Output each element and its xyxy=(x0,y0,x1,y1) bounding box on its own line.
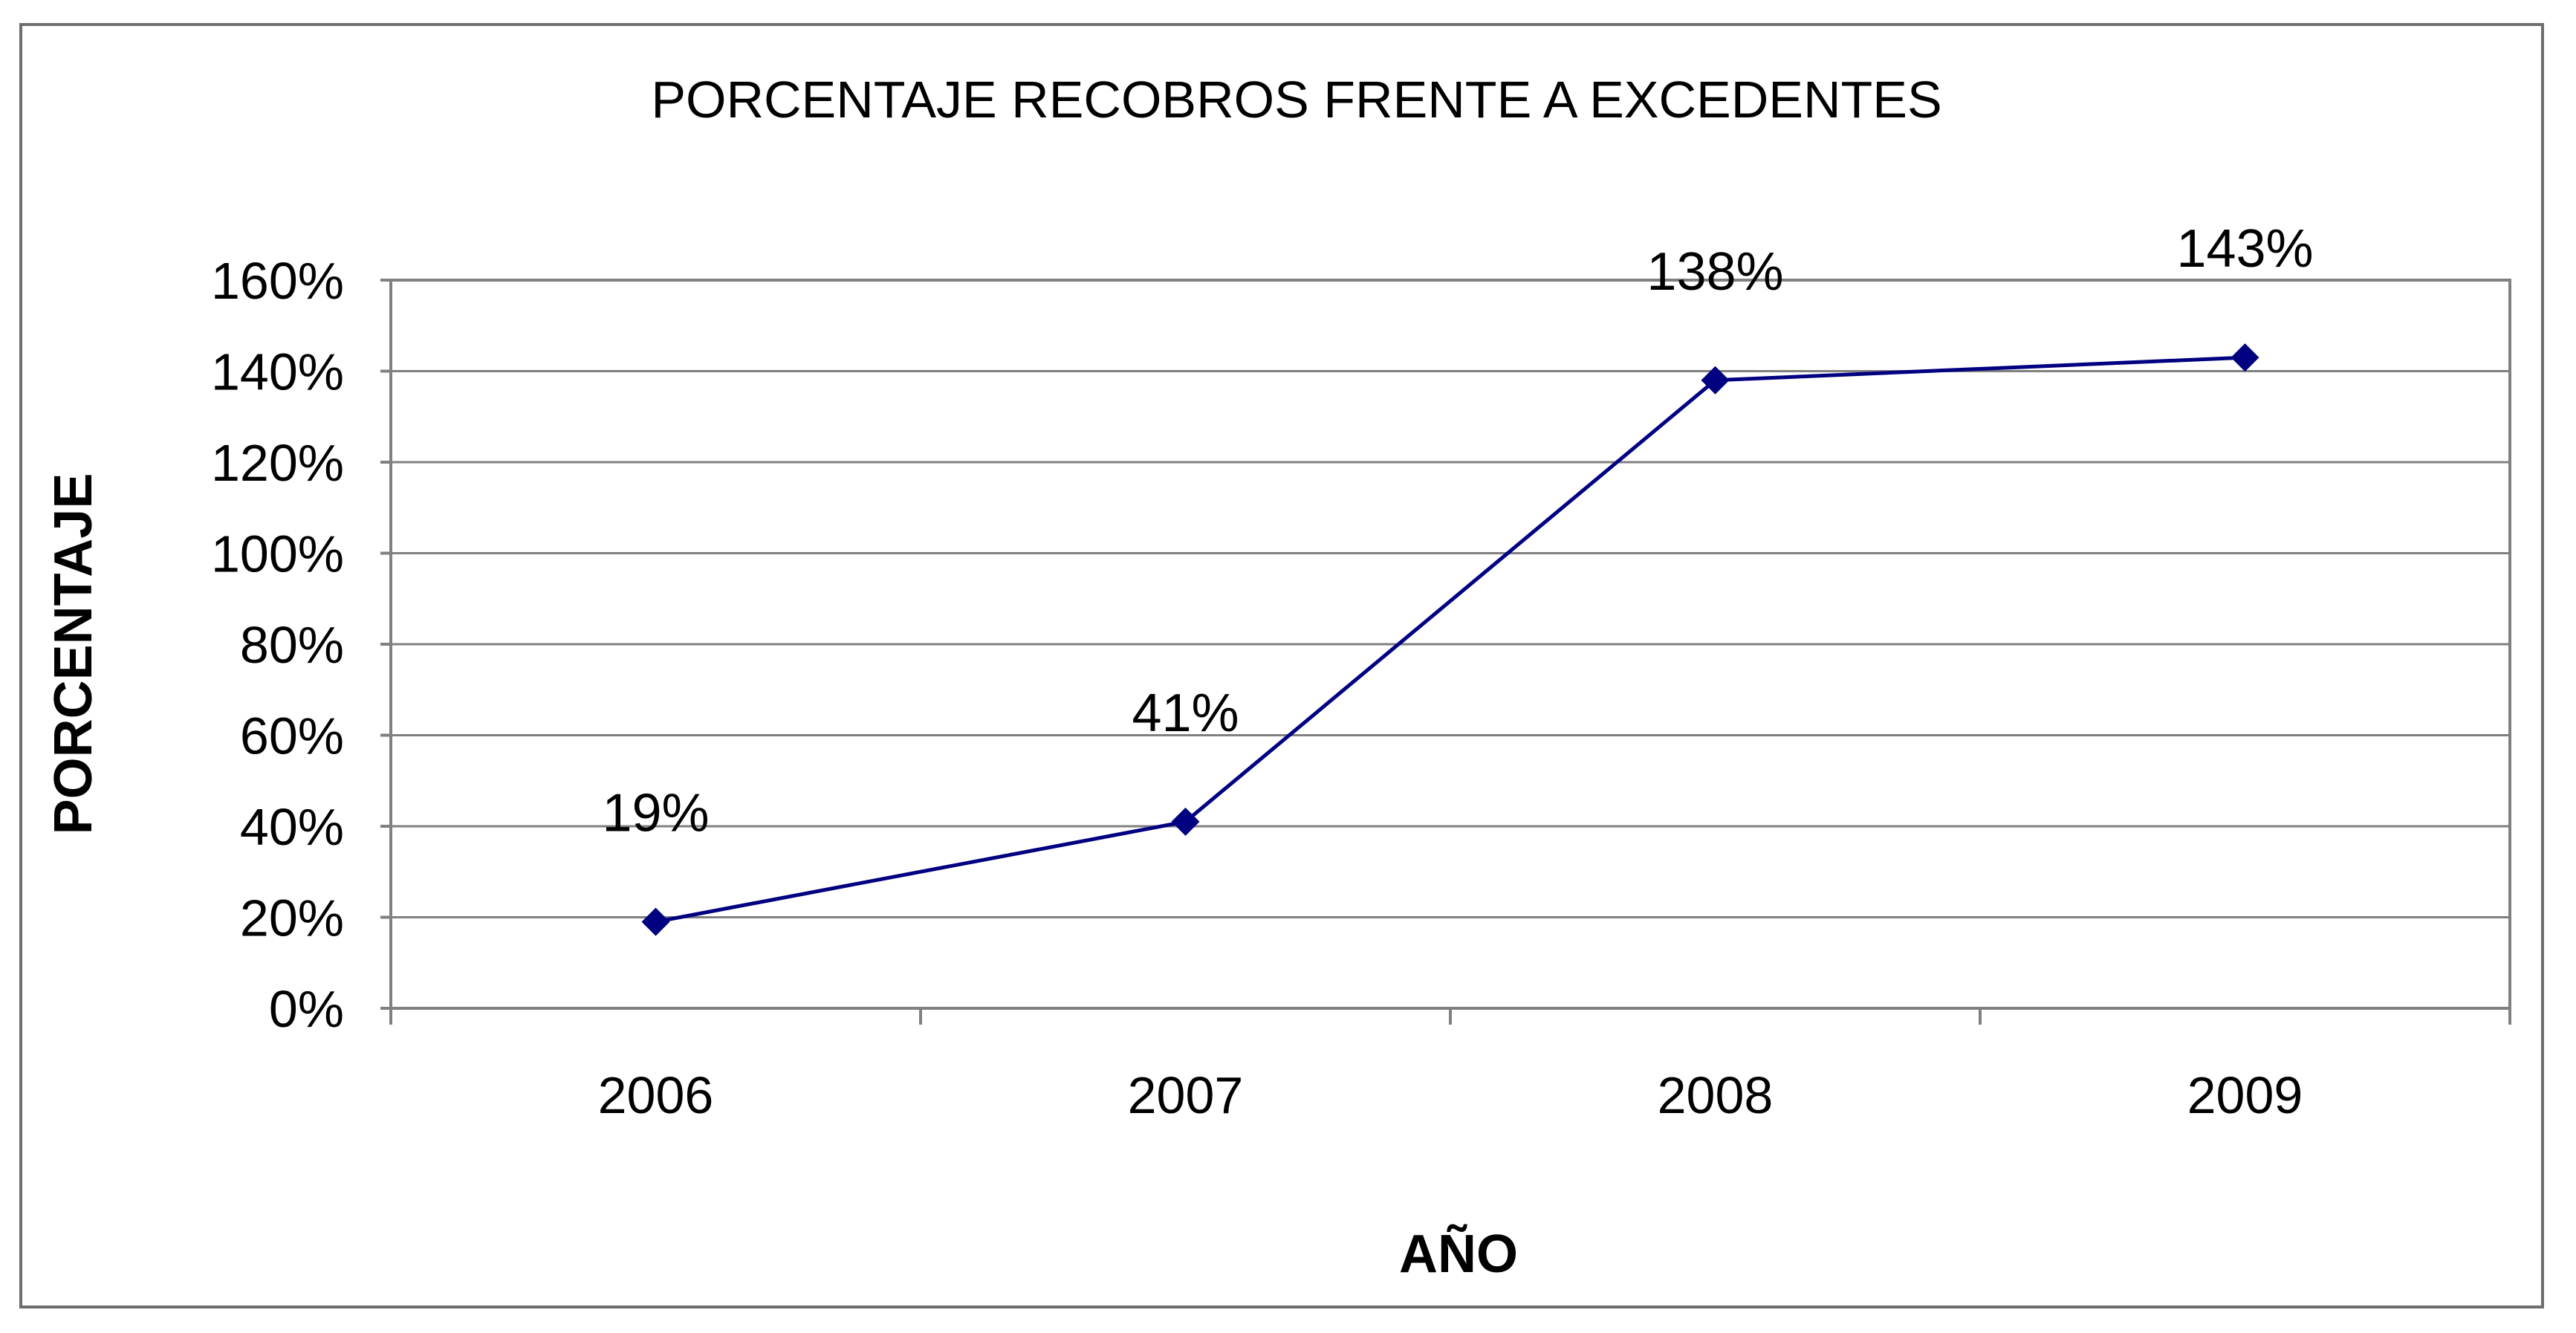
y-tick-label: 80% xyxy=(240,616,344,674)
y-tick-label: 0% xyxy=(269,980,344,1038)
data-label: 19% xyxy=(602,784,709,843)
data-point-marker xyxy=(1171,807,1200,836)
x-tick-labels: 2006 2007 2008 2009 xyxy=(598,1066,2303,1124)
x-tick-label: 2007 xyxy=(1128,1066,1244,1124)
data-label: 138% xyxy=(1647,242,1783,302)
chart-title: PORCENTAJE RECOBROS FRENTE A EXCEDENTES xyxy=(651,71,1941,129)
data-labels: 19% 41% 138% 143% xyxy=(602,219,2313,843)
y-tick-label: 120% xyxy=(211,434,344,492)
y-tick-label: 20% xyxy=(240,889,344,947)
y-tick-label: 160% xyxy=(211,252,344,310)
data-point-marker xyxy=(1701,366,1730,395)
data-label: 41% xyxy=(1132,684,1239,743)
chart-frame xyxy=(19,23,2544,1308)
y-tick-labels: 0% 20% 40% 60% 80% 100% 120% 140% 160% xyxy=(211,252,344,1038)
y-axis-title: PORCENTAJE xyxy=(44,473,103,835)
series xyxy=(641,343,2259,936)
y-tick-label: 60% xyxy=(240,707,344,765)
series-line xyxy=(655,355,2245,924)
y-tick-label: 40% xyxy=(240,798,344,856)
x-tick-label: 2008 xyxy=(1658,1066,1774,1124)
x-tick-label: 2006 xyxy=(598,1066,714,1124)
gridlines xyxy=(391,370,2510,918)
x-tick-label: 2009 xyxy=(2187,1066,2303,1124)
data-label: 143% xyxy=(2176,219,2313,279)
y-tick-label: 140% xyxy=(211,343,344,401)
x-axis-title: AÑO xyxy=(1399,1224,1518,1284)
axes xyxy=(380,279,2511,1025)
y-tick-label: 100% xyxy=(211,525,344,583)
data-point-marker xyxy=(641,907,670,936)
data-point-marker xyxy=(2231,343,2259,372)
